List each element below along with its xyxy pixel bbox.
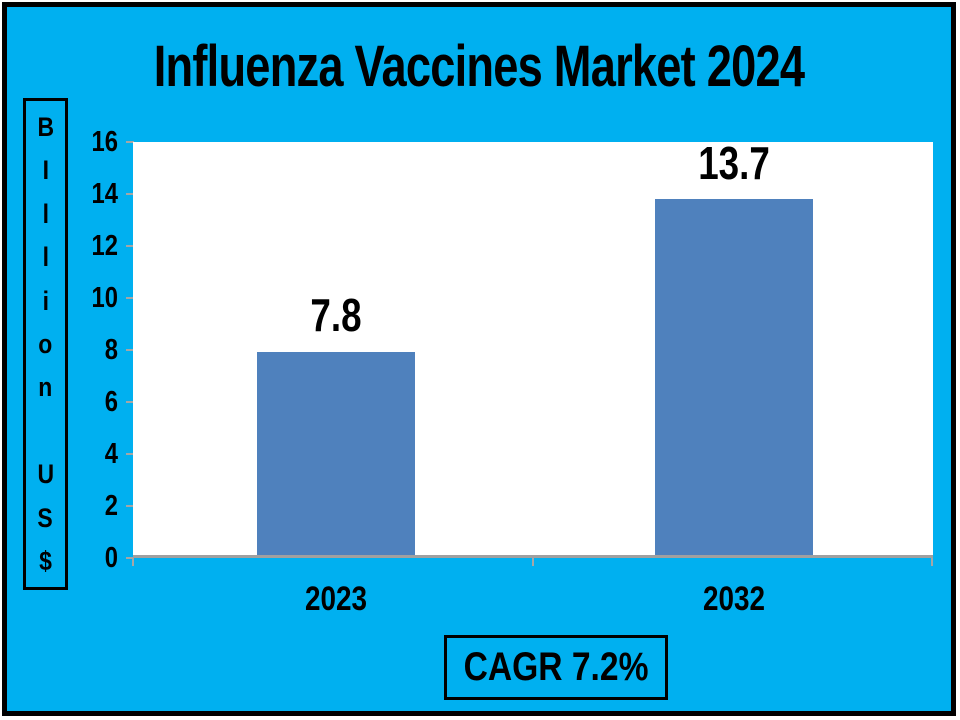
bar-2023: [257, 352, 415, 555]
x-axis-tick-middle: [532, 558, 534, 566]
y-tick-label: 14: [91, 178, 118, 210]
x-axis-tick-left: [132, 558, 134, 566]
y-axis-unit-char: S: [37, 502, 54, 533]
plot-area: [133, 142, 933, 558]
y-tick-mark: [126, 401, 134, 403]
y-tick-label: 6: [104, 386, 118, 418]
y-axis-unit-char: B: [37, 112, 54, 142]
x-axis-tick-right: [931, 558, 933, 566]
y-tick-mark: [126, 245, 134, 247]
y-tick-mark: [126, 193, 134, 195]
y-tick-label: 16: [91, 126, 118, 158]
y-axis-unit-char: o: [38, 328, 53, 359]
y-axis-unit-char: l: [42, 242, 49, 273]
y-tick-mark: [126, 557, 134, 559]
cagr-annotation-box: CAGR 7.2%: [444, 635, 668, 700]
y-tick-mark: [126, 453, 134, 455]
chart-title: Influenza Vaccines Market 2024: [153, 34, 805, 99]
y-tick-mark: [126, 297, 134, 299]
cagr-label: CAGR 7.2%: [463, 645, 649, 689]
y-tick-label: 0: [104, 542, 118, 574]
data-label-2023: 7.8: [310, 289, 362, 341]
y-axis-unit-char: $: [39, 545, 52, 576]
y-axis-unit-char: I: [42, 155, 49, 186]
y-tick-mark: [126, 349, 134, 351]
y-tick-label: 12: [91, 230, 118, 262]
data-label-2032: 13.7: [698, 137, 770, 189]
y-tick-mark: [126, 141, 134, 143]
y-axis-unit-char: l: [42, 198, 49, 229]
bar-2032: [655, 199, 813, 555]
x-axis-label-2023: 2023: [304, 580, 368, 618]
y-axis-unit-char: n: [38, 372, 53, 403]
y-tick-label: 10: [91, 282, 118, 314]
y-tick-label: 8: [104, 334, 118, 366]
y-tick-mark: [126, 505, 134, 507]
x-axis-label-2032: 2032: [702, 580, 766, 618]
y-axis-unit-char: i: [42, 285, 49, 316]
y-tick-label: 4: [104, 438, 118, 470]
y-tick-label: 2: [104, 490, 118, 522]
y-axis-unit-char: U: [37, 459, 54, 490]
